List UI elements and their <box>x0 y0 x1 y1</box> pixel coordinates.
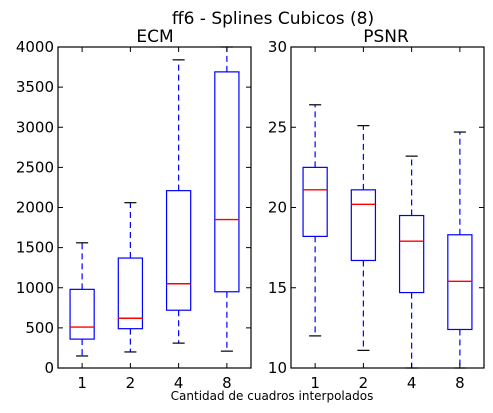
psnr-panel-title: PSNR <box>363 27 409 47</box>
figure-suptitle: ff6 - Splines Cubicos (8) <box>172 9 374 29</box>
ecm-ytick-label: 0 <box>44 359 54 377</box>
psnr-iqr-box-1 <box>302 166 328 237</box>
psnr-xtick-label: 2 <box>359 374 369 392</box>
ecm-box-8 <box>214 46 240 352</box>
psnr-panel: 10 15 20 25 30 1 2 4 8 <box>268 38 485 392</box>
ecm-ytick-label: 500 <box>25 319 54 337</box>
psnr-iqr-box-4 <box>398 214 425 294</box>
ecm-xtick-label: 8 <box>222 374 232 392</box>
ecm-ytick-label: 2000 <box>16 199 54 217</box>
psnr-box-1 <box>302 104 328 337</box>
psnr-ytick-label: 30 <box>268 38 287 56</box>
psnr-iqr-box-8 <box>447 234 473 331</box>
ecm-xtick-label: 2 <box>126 374 136 392</box>
psnr-box-2 <box>350 125 377 351</box>
psnr-ytick-label: 15 <box>268 279 287 297</box>
psnr-box-8 <box>447 131 473 369</box>
ecm-xtick-label: 4 <box>174 374 184 392</box>
ecm-iqr-box-4 <box>165 190 192 311</box>
psnr-ytick-label: 25 <box>268 118 287 136</box>
ecm-iqr-box-2 <box>117 257 144 330</box>
ecm-ytick-label: 3500 <box>16 78 54 96</box>
psnr-box-4 <box>398 155 425 369</box>
psnr-ytick-label: 20 <box>268 199 287 217</box>
psnr-xtick-label: 4 <box>407 374 417 392</box>
ecm-panel: 0 500 1000 1500 2000 2500 3000 3500 4000 1 2 4 8 <box>16 38 252 392</box>
ecm-box-4 <box>165 59 192 344</box>
ecm-iqr-box-8 <box>214 71 240 293</box>
ecm-ytick-label: 4000 <box>16 38 54 56</box>
ecm-axes-frame <box>57 46 252 369</box>
psnr-axes-frame <box>290 46 485 369</box>
ecm-box-2 <box>117 202 144 353</box>
figure-xlabel: Cantidad de cuadros interpolados <box>171 389 374 403</box>
ecm-ytick-label: 1000 <box>16 279 54 297</box>
ecm-xtick-label: 1 <box>77 374 87 392</box>
ecm-box-1 <box>69 242 95 357</box>
ecm-ytick-label: 2500 <box>16 158 54 176</box>
psnr-iqr-box-2 <box>350 189 377 262</box>
ecm-ytick-label: 1500 <box>16 239 54 257</box>
psnr-ytick-label: 10 <box>268 359 287 377</box>
psnr-xtick-label: 1 <box>310 374 320 392</box>
ecm-ytick-label: 3000 <box>16 118 54 136</box>
psnr-xtick-label: 8 <box>455 374 465 392</box>
ecm-panel-title: ECM <box>136 27 173 47</box>
ecm-iqr-box-1 <box>69 288 95 340</box>
